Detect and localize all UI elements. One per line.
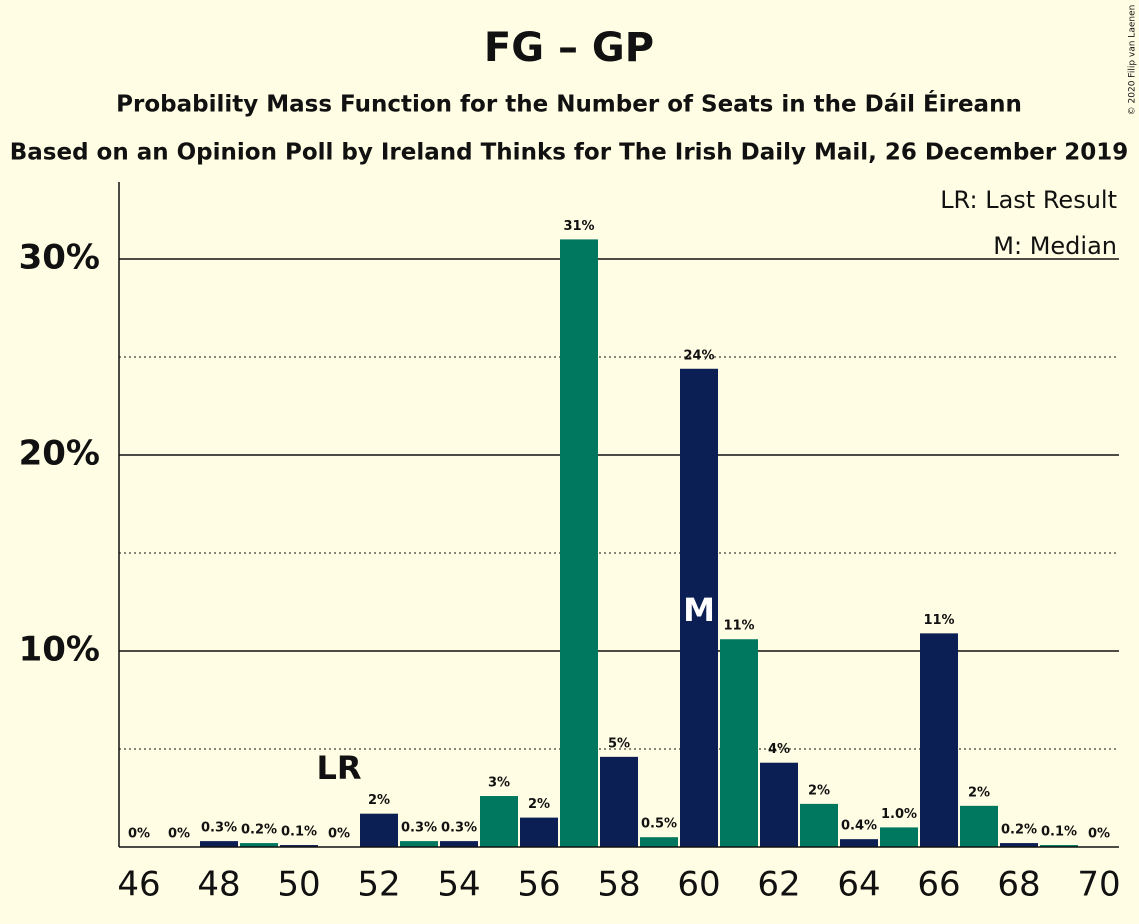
bar <box>720 639 758 847</box>
bar <box>400 841 438 847</box>
chart-subtitle: Probability Mass Function for the Number… <box>116 90 1022 118</box>
value-label: 0.4% <box>841 819 877 834</box>
x-tick-label: 52 <box>357 865 400 905</box>
x-tick-label: 48 <box>197 865 240 905</box>
value-label: 0.1% <box>1041 825 1077 840</box>
chart-subtitle: Based on an Opinion Poll by Ireland Thin… <box>10 140 1129 166</box>
y-tick-label: 30% <box>19 238 100 278</box>
legend-entry: M: Median <box>993 232 1117 260</box>
bar <box>520 817 558 847</box>
x-tick-label: 68 <box>997 865 1040 905</box>
value-label: 0% <box>128 827 150 842</box>
chart-title: FG – GP <box>484 25 654 71</box>
x-tick-label: 60 <box>677 865 720 905</box>
x-tick-label: 46 <box>117 865 160 905</box>
bar <box>440 841 478 847</box>
value-label: 0.5% <box>641 817 677 832</box>
value-label: 0.1% <box>281 825 317 840</box>
x-tick-label: 62 <box>757 865 800 905</box>
bar <box>920 633 958 847</box>
bar <box>360 813 398 847</box>
bar <box>200 841 238 847</box>
annotation: M <box>683 591 715 629</box>
value-label: 4% <box>768 742 790 757</box>
annotation: LR <box>316 749 361 787</box>
bar <box>280 845 318 847</box>
value-label: 2% <box>368 793 390 808</box>
value-label: 0.2% <box>241 823 277 838</box>
bar <box>840 839 878 847</box>
x-tick-label: 66 <box>917 865 960 905</box>
x-tick-label: 54 <box>437 865 480 905</box>
bar <box>1040 845 1078 847</box>
bar <box>560 239 598 847</box>
bar <box>800 803 838 847</box>
value-label: 0.2% <box>1001 823 1037 838</box>
value-label: 0.3% <box>401 821 437 836</box>
bar <box>1000 843 1038 847</box>
value-label: 0% <box>168 827 190 842</box>
value-label: 24% <box>683 348 714 363</box>
value-label: 11% <box>723 619 754 634</box>
bar <box>640 837 678 847</box>
value-label: 1.0% <box>881 807 917 822</box>
x-tick-label: 58 <box>597 865 640 905</box>
copyright: © 2020 Filip van Laenen <box>1128 5 1138 116</box>
value-label: 3% <box>488 776 510 791</box>
value-label: 2% <box>808 783 830 798</box>
x-tick-label: 70 <box>1077 865 1120 905</box>
y-tick-label: 20% <box>19 434 100 474</box>
x-tick-label: 64 <box>837 865 880 905</box>
y-tick-label: 10% <box>19 630 100 670</box>
value-label: 2% <box>528 797 550 812</box>
bar <box>760 762 798 847</box>
value-label: 2% <box>968 785 990 800</box>
bar <box>680 368 718 847</box>
value-label: 31% <box>563 219 594 234</box>
bar <box>880 827 918 847</box>
bar <box>600 756 638 847</box>
value-label: 0.3% <box>201 821 237 836</box>
value-label: 0.3% <box>441 821 477 836</box>
bar <box>240 843 278 847</box>
bar <box>480 796 518 847</box>
value-label: 0% <box>328 827 350 842</box>
bar <box>960 805 998 847</box>
value-label: 5% <box>608 736 630 751</box>
x-tick-label: 50 <box>277 865 320 905</box>
value-label: 11% <box>923 613 954 628</box>
x-tick-label: 56 <box>517 865 560 905</box>
legend-entry: LR: Last Result <box>940 186 1117 214</box>
value-label: 0% <box>1088 827 1110 842</box>
